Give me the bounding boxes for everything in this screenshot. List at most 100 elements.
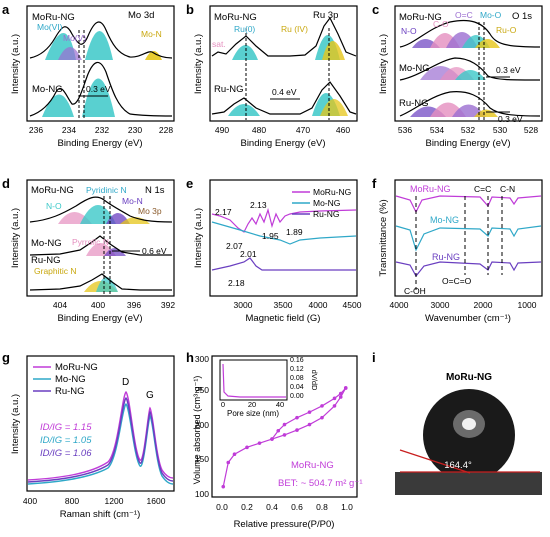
xtick-b: 490 (215, 125, 229, 135)
tangent-line (399, 449, 471, 474)
xlabel-e: Magnetic field (G) (246, 313, 321, 324)
isotherm-adsorption-point (332, 404, 337, 408)
peak-fill-mo5-a (58, 47, 82, 60)
band-label-oco: O=C=O (442, 276, 472, 286)
xtick-d: 400 (91, 300, 105, 310)
peak-label-oc-c: O=C (455, 10, 473, 20)
g-label: 2.13 (250, 200, 267, 210)
sample-label-top-b: MoRu-NG (214, 12, 257, 23)
ylabel-b: Intensity (a.u.) (193, 34, 204, 94)
xtick-c: 532 (461, 125, 475, 135)
peak-fill-d2 (80, 205, 116, 224)
raman-moru (27, 391, 174, 481)
peak-label-graphitic-d: Graphitic N (34, 266, 77, 276)
ylabel-f: Transmittance (%) (378, 199, 389, 276)
peak-label-mo3p-d: Mo 3p (138, 206, 162, 216)
peak-label-pyrrolic-d: Pyrrolic N (72, 237, 109, 247)
panel-title-c: O 1s (512, 11, 532, 22)
legend-mo-e: Mo-NG (313, 198, 340, 208)
sample-label-top-d: MoRu-NG (31, 185, 74, 196)
legend-ru-e: Ru-NG (313, 209, 339, 219)
ylabel-g: Intensity (a.u.) (10, 394, 21, 454)
peak-label-no-d: N-O (46, 201, 62, 211)
legend-moru-e: MoRu-NG (313, 187, 351, 197)
ylabel-h: Volume absorbed (cm³ g⁻¹) (192, 376, 202, 485)
spectrum-bottom-d (29, 273, 172, 291)
xlabel-f: Wavenumber (cm⁻¹) (425, 313, 511, 324)
peak-fill-bottom3-b (320, 99, 348, 116)
plot-frame-g (26, 355, 175, 492)
sample-label-bottom-a: Mo-NG (32, 84, 63, 95)
spectrum-top-a (29, 21, 173, 59)
epr-moru (211, 207, 357, 233)
sample-label-bottom-c: Ru-NG (399, 98, 429, 109)
panel-letter-e: e (186, 176, 193, 191)
sample-label-i: MoRu-NG (446, 372, 492, 383)
inset-ytick: 0.00 (290, 393, 304, 400)
xtick-b: 460 (336, 125, 350, 135)
droplet-highlight (462, 418, 476, 430)
spectrum-top-c (399, 19, 541, 48)
peak-label-mon-d: Mo-N (122, 196, 143, 206)
peak-label-moo-c: Mo-O (480, 10, 502, 20)
shift-label-d: 0.6 eV (142, 246, 167, 256)
xtick-c: 536 (398, 125, 412, 135)
isotherm-desorption-point (295, 415, 299, 420)
peak-label-no-c: N-O (401, 26, 417, 36)
panel-a: a Intensity (a.u.) Binding Energy (eV) 2… (2, 2, 175, 149)
panel-title-b: Ru 3p (313, 10, 338, 21)
xtick-e: 3000 (234, 300, 253, 310)
series-label-moru-f: MoRu-NG (410, 184, 451, 194)
peak-label-ruiv-b: Ru (IV) (281, 24, 308, 34)
ytick-h: 300 (195, 354, 209, 364)
inset-xtick: 0 (221, 400, 225, 409)
band-label-coh: C-OH (404, 286, 426, 296)
xticks-h: 0.0 0.2 0.4 0.6 0.8 1.0 (216, 502, 353, 512)
xtick-a: 232 (95, 125, 109, 135)
isotherm-adsorption-point (232, 452, 237, 457)
xticks-e: 3000 3500 4000 4500 (234, 300, 362, 310)
xtick-b: 480 (252, 125, 266, 135)
peak-label-co-c: C-O (433, 19, 449, 29)
ytick-h: 150 (195, 454, 209, 464)
bet-label-h: BET: ~ 504.7 m² g⁻¹ (278, 478, 362, 489)
panel-letter-a: a (2, 2, 10, 17)
panel-letter-g: g (2, 350, 10, 365)
xtick-c: 534 (430, 125, 444, 135)
xtick-h: 0.2 (241, 502, 253, 512)
inset-ytick: 0.12 (290, 366, 304, 373)
panel-f: f Transmittance (%) Wavenumber (cm⁻¹) 40… (372, 176, 543, 324)
ratio-label-moru: ID/IG = 1.15 (40, 422, 92, 433)
epr-mo (211, 221, 357, 245)
peak-fill-mo6b-a (85, 31, 113, 60)
inset-ytick: 0.08 (290, 375, 304, 382)
xtick-c: 530 (493, 125, 507, 135)
plot-frame-b (209, 5, 358, 122)
inset-xtick: 40 (276, 400, 284, 409)
ylabel-a: Intensity (a.u.) (10, 34, 21, 94)
peak-label-mo5-a: Mo(V) (63, 33, 86, 43)
spectrum-bottom-b (211, 81, 357, 115)
xtick-d: 392 (161, 300, 175, 310)
isotherm-adsorption-point (295, 428, 299, 432)
inset-pore-curve (222, 363, 286, 398)
g-label: 2.17 (215, 207, 232, 217)
xticks-d: 404 400 396 392 (53, 300, 175, 310)
isotherm-adsorption-point (221, 484, 226, 489)
panel-letter-b: b (186, 2, 194, 17)
substrate-surface (395, 472, 542, 495)
xticks-f: 4000 3000 2000 1000 (390, 300, 537, 310)
peak-fill-bottom2-a (82, 78, 115, 117)
peak-fill-mid3-c (455, 70, 486, 80)
xtick-c: 528 (524, 125, 538, 135)
inset-ylabel: dV/dD (310, 370, 319, 391)
xtick-g: 400 (23, 496, 37, 506)
xtick-a: 234 (62, 125, 76, 135)
sample-label-bottom-b: Ru-NG (214, 84, 244, 95)
panel-h: h Volume absorbed (cm³ g⁻¹) Relative pre… (186, 350, 362, 530)
xtick-d: 404 (53, 300, 67, 310)
isotherm-desorption-point (338, 391, 343, 396)
xtick-f: 2000 (474, 300, 493, 310)
peak-fill-d8 (96, 277, 118, 292)
